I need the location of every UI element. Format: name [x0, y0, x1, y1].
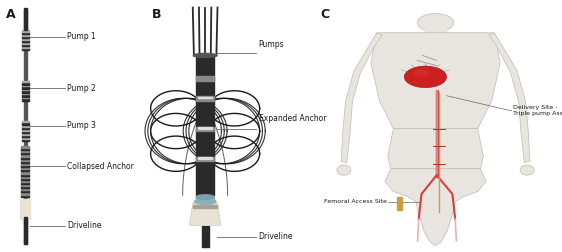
Bar	[22, 94, 29, 97]
Bar	[24, 217, 27, 244]
Bar	[21, 157, 29, 159]
Bar	[21, 163, 29, 165]
Bar	[202, 226, 209, 247]
Bar	[21, 175, 29, 178]
Bar	[21, 186, 29, 188]
Bar	[22, 89, 29, 90]
Text: A: A	[6, 8, 15, 21]
Polygon shape	[341, 33, 382, 163]
Polygon shape	[489, 33, 530, 163]
Bar	[22, 86, 29, 89]
Text: Collapsed Anchor: Collapsed Anchor	[67, 162, 134, 171]
Bar	[21, 167, 29, 169]
Polygon shape	[371, 33, 500, 129]
Bar	[198, 127, 212, 129]
Text: B: B	[152, 8, 161, 21]
Bar	[21, 148, 29, 150]
Bar	[20, 199, 30, 219]
Bar	[21, 161, 29, 163]
Bar	[22, 93, 29, 94]
Bar	[21, 154, 29, 157]
Bar	[22, 36, 29, 38]
Bar	[193, 205, 217, 208]
Bar	[22, 85, 29, 86]
Text: Driveline: Driveline	[67, 221, 102, 230]
Ellipse shape	[196, 195, 214, 199]
Bar	[24, 10, 27, 244]
Bar	[21, 165, 29, 167]
Bar	[21, 195, 29, 197]
Ellipse shape	[337, 165, 351, 175]
Bar	[21, 169, 29, 171]
Bar	[425, 25, 446, 33]
Text: Pump 2: Pump 2	[67, 84, 96, 93]
Bar	[21, 171, 29, 173]
Text: Pumps: Pumps	[259, 40, 284, 49]
Bar	[22, 38, 29, 40]
Bar	[21, 178, 29, 180]
Bar	[22, 42, 29, 44]
Polygon shape	[189, 203, 221, 226]
Bar	[22, 125, 29, 127]
Text: Femoral Access Site: Femoral Access Site	[324, 199, 387, 204]
Bar	[22, 34, 29, 36]
Bar	[22, 121, 29, 122]
Bar	[21, 192, 29, 195]
Bar	[21, 159, 29, 161]
Ellipse shape	[193, 53, 217, 57]
Bar	[21, 188, 29, 190]
Text: Expanded Anchor: Expanded Anchor	[259, 114, 326, 123]
Ellipse shape	[520, 165, 534, 175]
Bar	[196, 96, 214, 101]
Bar	[198, 157, 212, 159]
Ellipse shape	[194, 199, 216, 204]
Bar	[196, 157, 214, 161]
Polygon shape	[388, 129, 483, 169]
Bar	[22, 90, 29, 93]
Bar	[22, 131, 29, 133]
Ellipse shape	[417, 14, 454, 32]
Bar	[22, 46, 29, 48]
Bar	[22, 133, 29, 135]
Text: Delivery Site -
Triple pump Assembly: Delivery Site - Triple pump Assembly	[513, 106, 562, 116]
Bar	[22, 98, 29, 101]
Bar	[22, 122, 29, 125]
Bar	[196, 127, 214, 131]
Polygon shape	[385, 169, 486, 246]
Text: Pump 3: Pump 3	[67, 121, 96, 131]
Text: Pump 1: Pump 1	[67, 32, 96, 41]
Bar	[22, 40, 29, 42]
Bar	[21, 150, 29, 152]
Bar	[22, 81, 29, 82]
Bar	[22, 139, 29, 141]
Ellipse shape	[413, 69, 430, 77]
Bar	[397, 197, 402, 210]
Bar	[196, 197, 214, 202]
Bar	[21, 180, 29, 182]
Bar	[22, 127, 29, 129]
Text: Driveline: Driveline	[259, 232, 293, 241]
Bar	[22, 30, 29, 32]
Bar	[21, 152, 29, 154]
Bar	[22, 137, 29, 139]
Ellipse shape	[405, 66, 446, 88]
Bar	[22, 44, 29, 46]
Bar	[22, 129, 29, 131]
Bar	[198, 97, 212, 98]
Bar	[196, 55, 214, 195]
Bar	[21, 184, 29, 186]
Text: C: C	[320, 8, 329, 21]
Bar	[196, 76, 214, 81]
Bar	[21, 182, 29, 184]
Bar	[21, 190, 29, 192]
Bar	[22, 97, 29, 98]
Bar	[21, 146, 29, 148]
Bar	[22, 32, 29, 34]
Bar	[21, 173, 29, 175]
Bar	[22, 48, 29, 50]
Bar	[22, 135, 29, 137]
Bar	[22, 82, 29, 85]
Bar	[24, 8, 27, 30]
